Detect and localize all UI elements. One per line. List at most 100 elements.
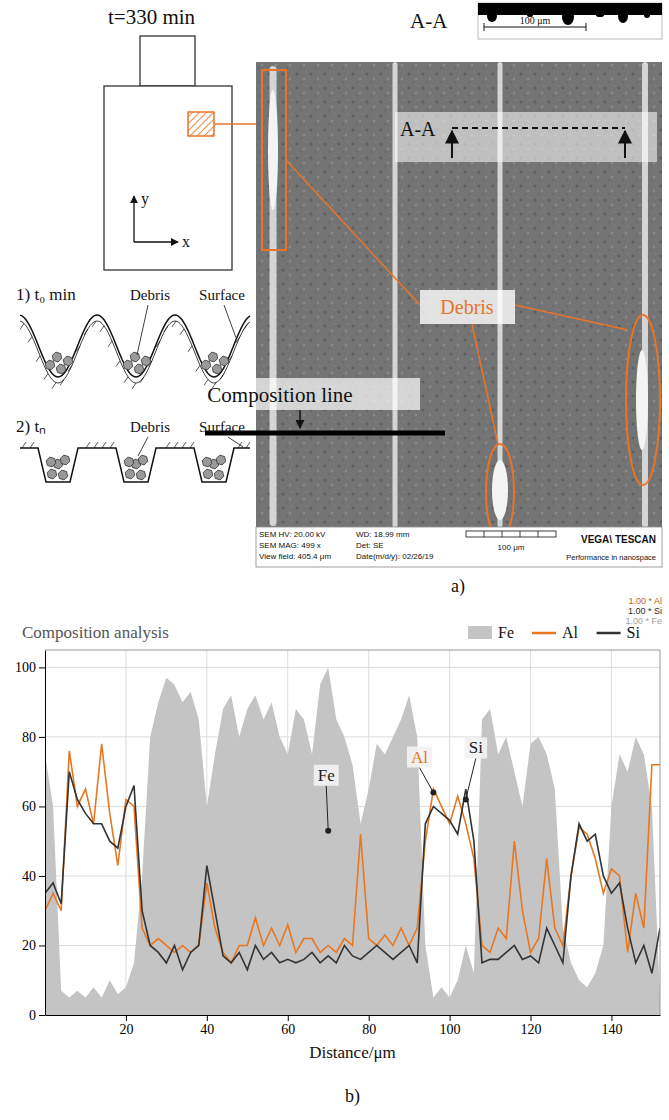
panel-label: b) (345, 1086, 360, 1107)
section-line (452, 127, 625, 129)
legend-label: Fe (498, 624, 514, 641)
surface-hatch (140, 377, 144, 383)
section-arrow (624, 131, 626, 158)
surface-hatch (164, 326, 168, 332)
y-tick: 80 (22, 730, 45, 745)
surface-hatch (180, 329, 184, 335)
x-tick-label: 40 (200, 1022, 214, 1037)
y-tick: 0 (29, 1008, 45, 1023)
x-tick-label: 100 (440, 1022, 461, 1037)
specimen-region (188, 112, 214, 136)
section-scale-label: 100 μm (520, 15, 551, 26)
surface-hatch (246, 442, 250, 448)
surface-label: Surface (199, 287, 245, 303)
label-patch (395, 112, 657, 162)
surface-hatch (188, 346, 192, 352)
debris-particle (268, 90, 278, 210)
x-grid-line (125, 650, 126, 1015)
chart-title: Composition analysis (22, 623, 169, 642)
y-direction-arrow (133, 196, 134, 242)
surface-hatch (172, 321, 176, 327)
x-tick-mark (288, 1015, 289, 1021)
y-tick-label: 80 (22, 730, 36, 745)
debris-highlight (626, 315, 660, 485)
sem-scale-division (502, 531, 503, 537)
section-pore (644, 12, 650, 18)
surface-hatch (116, 361, 120, 367)
section-pore (562, 9, 574, 25)
debris-particle (492, 460, 508, 520)
figure: t=330 minyxA-A100 μmDebrisA-ASEM HV: 20.… (0, 0, 669, 1120)
x-tick-mark (126, 1015, 127, 1021)
section-pore (596, 13, 604, 17)
label-leader (138, 437, 148, 456)
direction-label: y (141, 190, 149, 208)
sem-image: DebrisA-ASEM HV: 20.00 kVSEM MAG: 499 xV… (256, 62, 662, 567)
surface-hatch (92, 321, 96, 327)
annotation-point (430, 790, 436, 796)
annotation-point (463, 796, 469, 802)
sem-scale-division (484, 531, 485, 537)
x-tick-label: 60 (281, 1022, 295, 1037)
section-label: A-A (410, 9, 448, 33)
surface-hatch (84, 329, 88, 335)
y-tick-label: 20 (22, 938, 36, 953)
panel-label: a) (451, 576, 465, 597)
surface-hatch (20, 323, 24, 329)
x-tick: 100 (440, 1015, 461, 1037)
debris-particle (214, 470, 224, 480)
surface-hatch (86, 442, 90, 448)
series-line (45, 744, 660, 963)
trace-label: 1.00 * Al (628, 596, 662, 606)
debris-particle (141, 356, 151, 366)
sem-info: Det: SE (356, 541, 384, 550)
section-label: A-A (400, 118, 436, 140)
y-tick-label: 60 (22, 799, 36, 814)
surface-hatch (236, 337, 240, 343)
region-connector (214, 123, 256, 125)
y-tick-mark (39, 737, 45, 738)
surface-hatch (190, 442, 194, 448)
debris-particle (136, 470, 146, 480)
plot-frame (45, 650, 660, 651)
x-tick: 40 (200, 1015, 214, 1037)
debris-particle (58, 470, 68, 480)
annotations: FeAlSi (314, 737, 487, 833)
debris-particle (45, 360, 55, 370)
x-tick-label: 140 (601, 1022, 622, 1037)
debris-particle (138, 455, 148, 465)
surface-profile (20, 448, 250, 482)
debris-highlight (262, 70, 286, 250)
debris-particle (219, 356, 229, 366)
series-area (45, 667, 660, 1015)
surface-hatch (60, 379, 64, 385)
x-axis-line (46, 1015, 661, 1016)
x-direction-arrow (134, 241, 178, 242)
debris-particle (134, 364, 144, 374)
section-scale-end (484, 23, 485, 31)
schematic-worn: 2) tₙDebrisSurface (16, 417, 250, 482)
debris-leader (472, 324, 498, 444)
y-tick-mark (39, 806, 45, 807)
y-grid-line (45, 667, 660, 668)
debris-label: Debris (130, 287, 170, 303)
x-tick-label: 20 (119, 1022, 133, 1037)
surface-hatch (68, 365, 72, 371)
legend-swatch (597, 632, 621, 635)
debris-particle (46, 457, 56, 467)
sem-info: SEM MAG: 499 x (259, 541, 321, 550)
y-tick-mark (39, 945, 45, 946)
x-tick: 60 (281, 1015, 295, 1037)
debris-particle (52, 352, 62, 362)
debris-particle (202, 457, 212, 467)
surface-hatch (196, 365, 200, 371)
surface-hatch (156, 341, 160, 347)
section-image (478, 3, 662, 39)
debris-particle (63, 356, 73, 366)
debris-particle (201, 360, 211, 370)
debris-particle (636, 350, 648, 450)
debris-particle (56, 364, 66, 374)
sem-info: WD: 18.99 mm (356, 530, 410, 539)
surface-hatch (124, 377, 128, 383)
surface-hatch (100, 326, 104, 332)
